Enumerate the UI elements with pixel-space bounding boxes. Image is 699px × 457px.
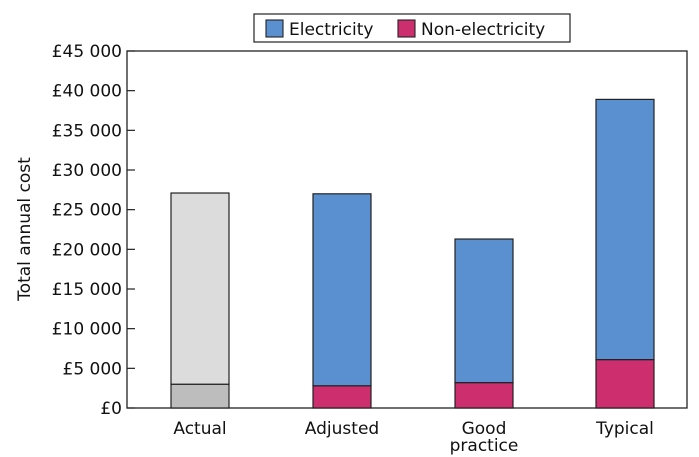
- plot-area-frame: [126, 50, 688, 409]
- x-category-label: Good: [462, 419, 507, 439]
- legend-label-electricity: Electricity: [289, 20, 373, 40]
- y-tick-label: £45 000: [52, 42, 122, 62]
- y-tick-label: £15 000: [52, 280, 122, 300]
- y-axis-title: Total annual cost: [15, 157, 35, 302]
- y-tick-label: £40 000: [52, 82, 122, 102]
- x-category-label: practice: [450, 436, 519, 456]
- y-tick-label: £30 000: [52, 161, 122, 181]
- x-category-label: Actual: [173, 419, 226, 439]
- bar-electricity-typical: [595, 98, 655, 361]
- x-category-label: Typical: [595, 419, 654, 439]
- y-tick-label: £20 000: [52, 240, 122, 260]
- bar-non-electricity-adjusted: [312, 385, 372, 409]
- bar-electricity-actual: [170, 192, 230, 385]
- bar-non-electricity-good-practice: [454, 382, 514, 409]
- y-tick-label: £35 000: [52, 121, 122, 141]
- bar-non-electricity-typical: [595, 359, 655, 409]
- legend-swatch-electricity: [265, 19, 284, 38]
- bar-non-electricity-actual: [170, 383, 230, 409]
- y-tick-label: £25 000: [52, 201, 122, 221]
- y-tick-label: £10 000: [52, 320, 122, 340]
- bar-electricity-good-practice: [454, 238, 514, 384]
- legend-label-non-electricity: Non-electricity: [421, 20, 545, 40]
- bar-electricity-adjusted: [312, 193, 372, 387]
- x-category-label: Adjusted: [305, 419, 379, 439]
- y-tick-label: £0: [100, 399, 122, 419]
- y-tick-label: £5 000: [63, 359, 122, 379]
- legend-swatch-non-electricity: [397, 19, 416, 38]
